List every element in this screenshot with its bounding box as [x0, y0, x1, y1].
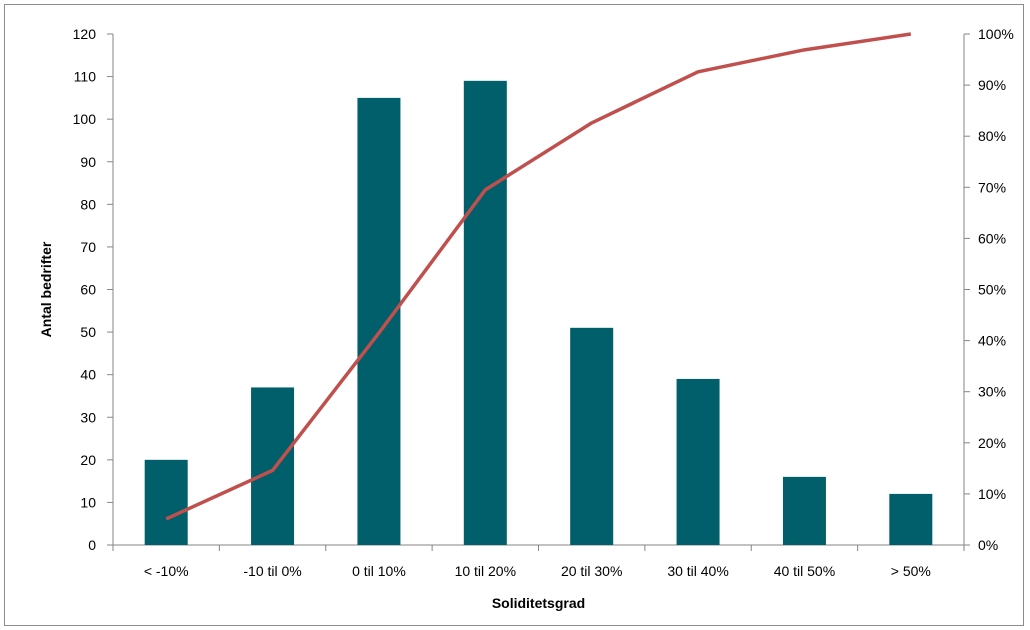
y2-tick-label: 0% [978, 537, 998, 553]
y2-tick-label: 20% [978, 435, 1006, 451]
axes [107, 33, 970, 551]
x-tick-label: < -10% [144, 563, 189, 579]
x-tick-label: > 50% [891, 563, 931, 579]
bar [463, 80, 507, 545]
bar [570, 327, 614, 545]
y-tick-label: 10 [80, 494, 96, 510]
y2-tick-label: 90% [978, 77, 1006, 93]
x-tick-label: 0 til 10% [352, 563, 406, 579]
x-tick-label: 20 til 30% [561, 563, 622, 579]
y-tick-label: 60 [80, 282, 96, 298]
y2-tick-label: 100% [978, 26, 1014, 42]
x-tick-label: 40 til 50% [774, 563, 835, 579]
y-tick-label: 120 [73, 26, 97, 42]
bar [889, 493, 933, 545]
y2-tick-label: 50% [978, 282, 1006, 298]
bar [782, 476, 826, 545]
y-axis-title: Antal bedrifter [38, 241, 54, 337]
tick-labels: 0 10 20 30 40 50 60 70 80 90 100 110 120 0% 10% 20% 30% 4… [73, 26, 1014, 579]
y-tick-label: 80 [80, 196, 96, 212]
y2-tick-label: 70% [978, 179, 1006, 195]
cumulative-line-series [165, 32, 912, 521]
y-tick-label: 100 [73, 111, 97, 127]
y2-tick-label: 60% [978, 230, 1006, 246]
x-tick-label: 10 til 20% [455, 563, 516, 579]
y-tick-label: 40 [80, 367, 96, 383]
y-tick-label: 110 [74, 69, 97, 85]
y2-tick-label: 80% [978, 128, 1006, 144]
bar [144, 459, 188, 545]
x-axis-title: Soliditetsgrad [492, 595, 585, 611]
x-tick-label: -10 til 0% [243, 563, 301, 579]
y-tick-label: 20 [80, 452, 96, 468]
y2-tick-label: 10% [978, 486, 1006, 502]
x-tick-label: 30 til 40% [667, 563, 728, 579]
bar [357, 97, 401, 545]
y-tick-label: 70 [80, 239, 96, 255]
y-tick-label: 50 [80, 324, 96, 340]
cumulative-line [165, 32, 912, 521]
bar [676, 378, 720, 545]
y-tick-label: 30 [80, 409, 96, 425]
y-tick-label: 0 [88, 537, 96, 553]
bar [251, 387, 295, 545]
y2-tick-label: 40% [978, 333, 1006, 349]
y2-tick-label: 30% [978, 384, 1006, 400]
y-tick-label: 90 [80, 154, 96, 170]
bar-series [144, 80, 933, 545]
